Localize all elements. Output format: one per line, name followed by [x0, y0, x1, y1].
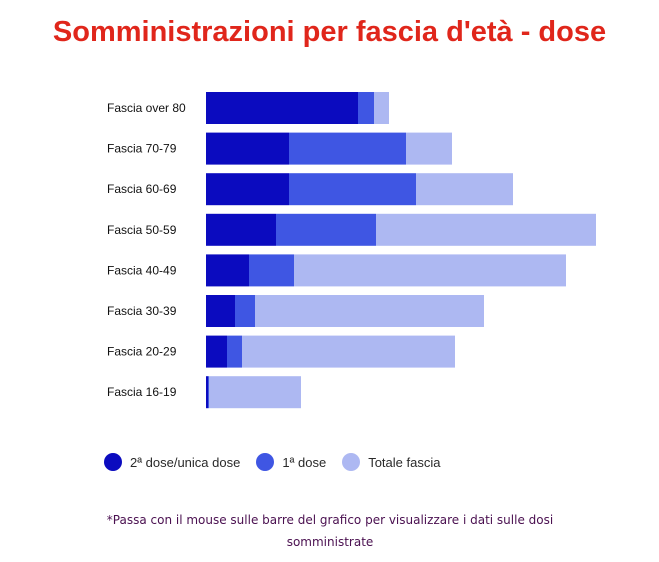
- category-label-fascia-30-39: Fascia 30-39: [107, 304, 177, 318]
- bar-fascia-60-69-2-dose-unica-dose[interactable]: [206, 173, 289, 206]
- bar-fascia-over-80-totale-fascia[interactable]: [374, 92, 389, 124]
- legend-item-1-dose[interactable]: 1ª dose: [256, 453, 326, 471]
- legend-swatch: [256, 453, 275, 471]
- bar-fascia-16-19-totale-fascia[interactable]: [209, 376, 301, 409]
- bar-fascia-30-39-1-dose[interactable]: [235, 295, 255, 327]
- bar-fascia-30-39-totale-fascia[interactable]: [255, 295, 484, 327]
- bar-fascia-40-49-2-dose-unica-dose[interactable]: [206, 254, 249, 287]
- footnote: *Passa con il mouse sulle barre del graf…: [106, 513, 554, 549]
- bar-fascia-70-79-2-dose-unica-dose[interactable]: [206, 132, 289, 165]
- bar-chart: Fascia over 80 Fascia 70-79 Fascia 60-69 Fa…: [107, 92, 596, 409]
- legend-swatch: [342, 453, 361, 471]
- legend-item-totale-fascia[interactable]: Totale fascia: [342, 453, 440, 471]
- category-label-fascia-60-69: Fascia 60-69: [107, 182, 177, 196]
- bar-fascia-16-19-2-dose-unica-dose[interactable]: [206, 376, 208, 409]
- bar-fascia-70-79-1-dose[interactable]: [289, 132, 406, 165]
- category-label-fascia-50-59: Fascia 50-59: [107, 223, 177, 237]
- bar-fascia-20-29-2-dose-unica-dose[interactable]: [206, 335, 227, 368]
- bar-fascia-70-79-totale-fascia[interactable]: [406, 132, 452, 165]
- category-label-fascia-20-29: Fascia 20-29: [107, 345, 177, 359]
- legend-label: Totale fascia: [368, 454, 441, 470]
- category-label-fascia-over-80: Fascia over 80: [107, 101, 186, 115]
- bar-fascia-50-59-totale-fascia[interactable]: [376, 213, 596, 246]
- bar-fascia-20-29-1-dose[interactable]: [227, 335, 242, 368]
- bar-fascia-over-80-2-dose-unica-dose[interactable]: [206, 92, 358, 124]
- legend-label: 2ª dose/unica dose: [130, 454, 241, 470]
- legend-swatch: [104, 453, 122, 471]
- bar-fascia-50-59-1-dose[interactable]: [276, 213, 376, 246]
- bar-fascia-over-80-1-dose[interactable]: [358, 92, 374, 124]
- bar-fascia-50-59-2-dose-unica-dose[interactable]: [206, 213, 276, 246]
- chart-title: Somministrazioni per fascia d'età - dose: [52, 16, 607, 48]
- category-label-fascia-40-49: Fascia 40-49: [107, 263, 177, 277]
- category-label-fascia-70-79: Fascia 70-79: [107, 142, 177, 156]
- bar-fascia-60-69-1-dose[interactable]: [289, 173, 416, 206]
- bar-fascia-40-49-totale-fascia[interactable]: [294, 254, 566, 287]
- legend-item-2-dose-unica-dose[interactable]: 2ª dose/unica dose: [104, 453, 240, 471]
- bar-fascia-20-29-totale-fascia[interactable]: [242, 335, 455, 368]
- bar-fascia-40-49-1-dose[interactable]: [249, 254, 294, 287]
- bars: [206, 92, 596, 409]
- bar-fascia-30-39-2-dose-unica-dose[interactable]: [206, 295, 235, 327]
- category-label-fascia-16-19: Fascia 16-19: [107, 385, 177, 399]
- legend-label: 1ª dose: [282, 454, 327, 470]
- bar-fascia-16-19-1-dose[interactable]: [208, 376, 209, 409]
- bar-fascia-60-69-totale-fascia[interactable]: [416, 173, 513, 206]
- category-labels: Fascia over 80 Fascia 70-79 Fascia 60-69 Fa…: [107, 101, 186, 399]
- legend: 2ª dose/unica dose 1ª dose Totale fascia: [104, 452, 456, 472]
